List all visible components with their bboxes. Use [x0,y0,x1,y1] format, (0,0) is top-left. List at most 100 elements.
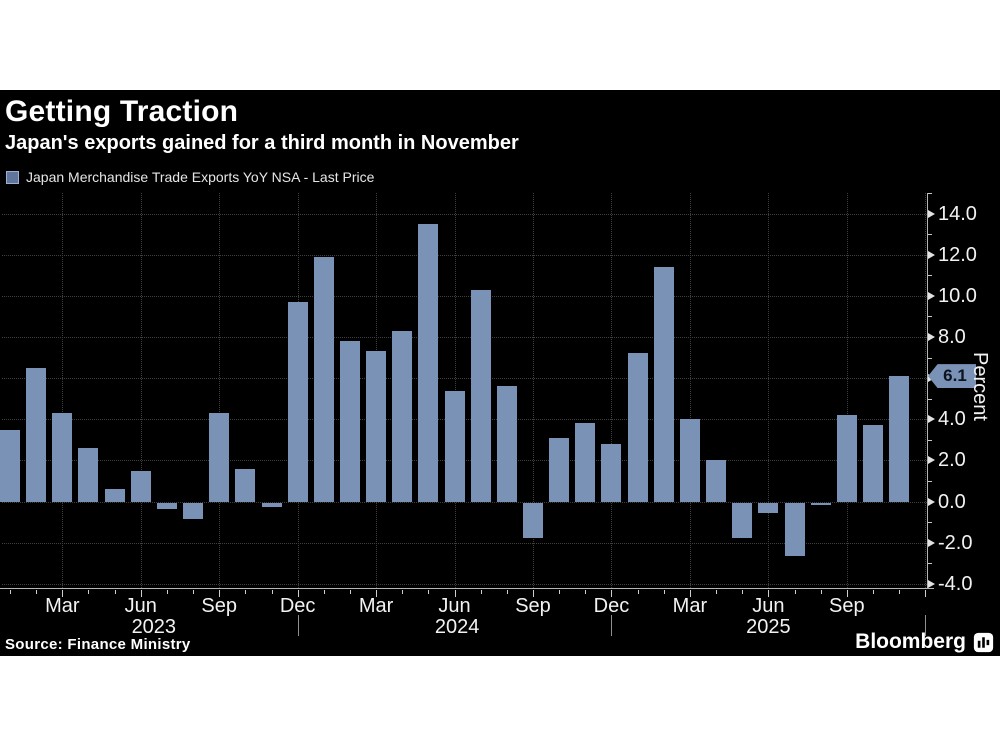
x-tick [559,590,561,594]
x-tick [663,590,665,594]
x-tick [114,590,116,594]
last-price-badge: 6.1 [928,364,976,389]
x-tick [36,590,38,594]
x-axis: Mar Jun Sep Dec Mar Jun Sep Dec Mar Jun Sep 2023 202… [0,588,934,644]
x-tick-label: Mar [672,595,708,617]
year-label: 2025 [746,616,791,638]
x-tick [349,590,351,594]
y-axis-title: Percent [969,352,991,421]
bar [287,302,308,502]
bar [78,448,99,502]
y-minor-tick [928,439,932,441]
bar [810,502,831,505]
x-tick [872,590,874,594]
bar [732,502,753,538]
y-tick-label: -2.0 [938,531,973,554]
bar [836,415,857,502]
bar [470,289,491,502]
bar [156,502,177,509]
x-tick [742,590,744,594]
y-tick [928,456,935,465]
bar [444,390,465,502]
x-tick [62,590,64,597]
y-minor-tick [928,234,932,236]
grid-line-horizontal [2,378,927,380]
x-tick [689,590,691,597]
grid-line-vertical [846,193,848,588]
x-tick [454,590,456,597]
x-tick-label: Dec [279,595,316,617]
x-tick [506,590,508,594]
grid-line-horizontal [2,337,927,338]
bar [104,489,125,502]
y-tick-label: 0.0 [938,490,966,513]
y-tick-label: 4.0 [938,408,966,431]
bar [523,502,543,538]
grid-line-horizontal [2,542,927,544]
grid-line-horizontal [2,254,927,256]
x-tick [166,590,168,594]
bar [758,502,779,513]
y-minor-tick [928,563,932,565]
y-minor-tick [928,481,932,483]
x-tick [193,590,195,594]
x-tick [794,590,796,594]
x-tick [820,590,822,594]
y-minor-tick [928,193,932,194]
grid-line-vertical [62,193,64,588]
bar [549,437,570,502]
y-tick-label: 10.0 [938,284,977,307]
x-tick [297,590,299,597]
chart-subtitle: Japan's exports gained for a third month… [5,132,519,154]
grid-line-horizontal [2,295,927,297]
brand-name: Bloomberg [855,630,966,653]
plot-area [0,193,927,588]
x-tick [140,590,142,597]
x-tick [88,590,90,594]
bar [183,502,204,520]
x-tick-label: Jun [752,595,785,617]
y-minor-tick [928,316,932,318]
x-tick [376,590,378,597]
y-tick-label: 8.0 [938,326,966,348]
x-tick-label: Sep [515,595,551,617]
bar [52,413,73,502]
x-tick-label: Jun [124,595,157,617]
x-tick [271,590,273,594]
x-tick [480,590,482,594]
y-tick-label: 14.0 [938,202,977,225]
bar [261,502,282,507]
legend-label: Japan Merchandise Trade Exports YoY NSA … [26,169,375,185]
x-tick-label: Sep [829,595,865,617]
x-tick-label: Dec [593,595,630,617]
x-tick [637,590,639,594]
bar [706,460,727,502]
grid-line-vertical [611,193,613,588]
bar [130,470,151,502]
bar [235,468,256,502]
y-tick [928,250,935,259]
x-tick [10,590,11,594]
bar [889,376,910,502]
bar [339,341,360,502]
year-label: 2023 [131,616,177,638]
bar [496,386,517,502]
grid-line-vertical [533,193,534,588]
bar [366,351,387,502]
grid-line-vertical [768,193,770,588]
year-divider [297,615,299,636]
y-tick [928,497,935,506]
x-tick [428,590,430,594]
grid-line-vertical [925,193,927,588]
y-tick-label: 2.0 [938,449,966,472]
y-minor-tick [928,357,932,359]
x-tick [533,590,534,597]
chart-panel: Getting Traction Japan's exports gained … [0,90,1000,656]
y-tick-label: -4.0 [938,572,973,595]
y-minor-tick [928,275,932,277]
y-tick [928,209,935,218]
legend: Japan Merchandise Trade Exports YoY NSA … [6,169,374,185]
x-tick [219,590,221,597]
legend-swatch-icon [6,170,19,184]
x-tick [768,590,770,597]
